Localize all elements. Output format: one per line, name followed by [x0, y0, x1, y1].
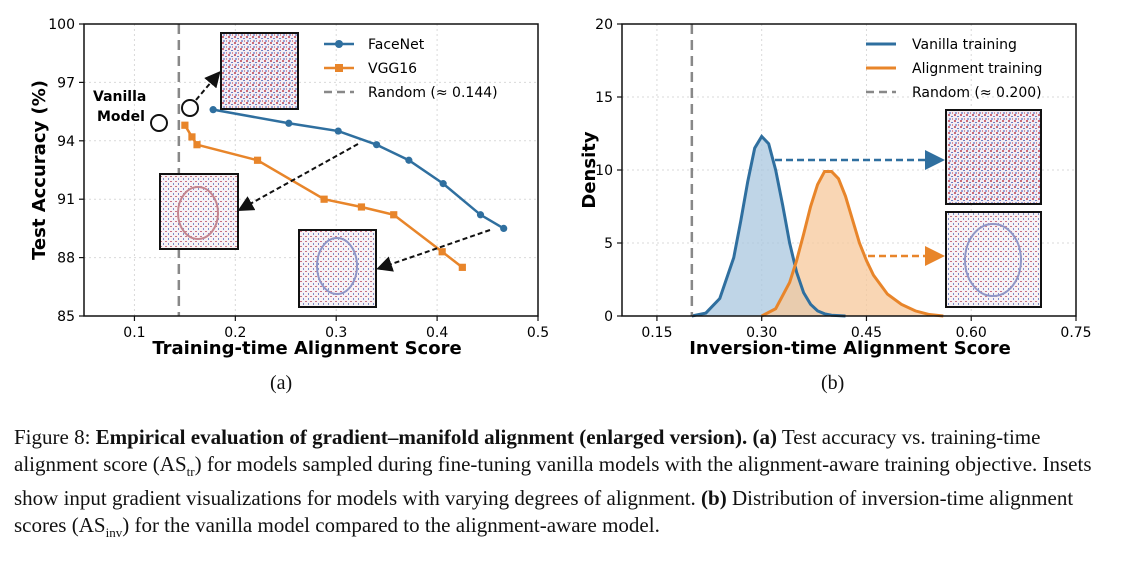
inset-vanilla-gradient [945, 109, 1042, 205]
vgg16-point [193, 141, 201, 149]
facenet-point [439, 180, 447, 188]
facenet-series-line [212, 108, 505, 230]
vgg16-point [320, 195, 328, 203]
caption-a-text1: Test accuracy vs. training-time alignmen… [14, 425, 1041, 476]
inset-alignment-gradient [945, 211, 1042, 308]
legend-random-a: Random (≈ 0.144) [368, 85, 498, 101]
b-ytick-label: 5 [604, 236, 613, 252]
vanilla-model-label: Vanilla [93, 89, 146, 105]
inset-arrow-bottom [376, 229, 491, 272]
inset-arrow-top [195, 70, 221, 101]
panel-a-legend: FaceNet VGG16 Random (≈ 0.144) [324, 37, 498, 101]
a-xtick-label: 0.1 [123, 325, 145, 341]
caption-figure-number: Figure 8: [14, 425, 91, 449]
inset-arrow-left [237, 143, 359, 211]
legend-vanilla-training: Vanilla training [912, 37, 1017, 53]
legend-vgg16: VGG16 [368, 61, 417, 77]
inset-gradient-left [159, 173, 239, 250]
caption-a-sub: tr [186, 464, 195, 480]
b-xtick-label: 0.30 [746, 325, 777, 341]
subfigure-label-b: (b) [821, 372, 845, 394]
subfigure-label-a: (a) [270, 372, 293, 394]
caption-b-tag: (b) [701, 486, 727, 511]
vgg16-point [438, 248, 446, 256]
caption-a-tag: (a) [752, 425, 777, 449]
panel-a-chart: 0.1 0.2 0.3 0.4 0.5 85 88 91 94 97 100 Training-ti… [29, 17, 549, 359]
caption-title: Empirical evaluation of gradient–manifol… [95, 425, 748, 449]
alignment-density-line [760, 169, 944, 318]
a-ytick-label: 88 [57, 251, 75, 267]
a-ytick-label: 100 [48, 17, 75, 33]
panel-b-ylabel: Density [579, 131, 600, 208]
caption-b-text2: ) for the vanilla model compared to the … [122, 513, 660, 538]
facenet-point [285, 119, 293, 127]
a-xtick-label: 0.4 [426, 325, 448, 341]
vgg16-point [458, 263, 466, 271]
b-xtick-label: 0.60 [956, 325, 987, 341]
caption-b-text1: Distribution of inversion-time alignment… [14, 486, 1074, 538]
panel-b-chart: 0.15 0.30 0.45 0.60 0.75 0 5 10 15 20 Inversion-t… [579, 17, 1092, 359]
vanilla-model-label-2: Model [97, 109, 145, 125]
facenet-point [476, 211, 485, 219]
legend-random-b: Random (≈ 0.200) [912, 85, 1042, 101]
facenet-point [500, 224, 508, 232]
panel-a-xlabel: Training-time Alignment Score [152, 338, 461, 359]
vgg16-point [253, 156, 262, 164]
vanilla-highlight-facenet [181, 99, 199, 117]
inset-gradient-bottom [298, 229, 377, 308]
caption-b-sub: inv [105, 525, 123, 541]
b-ytick-label: 15 [595, 90, 613, 106]
a-ytick-label: 94 [57, 134, 75, 150]
a-ytick-label: 91 [57, 192, 75, 208]
legend-facenet: FaceNet [368, 37, 425, 53]
a-ytick-label: 85 [57, 309, 75, 325]
a-xtick-label: 0.5 [527, 325, 549, 341]
vanilla-highlight-vgg [150, 114, 168, 132]
panel-a-plot-frame [83, 23, 539, 317]
a-xtick-label: 0.3 [325, 325, 347, 341]
a-xtick-label: 0.2 [224, 325, 246, 341]
inset-gradient-top [220, 32, 299, 110]
figure-caption: Figure 8: Empirical evaluation of gradie… [14, 424, 1118, 546]
b-xtick-label: 0.15 [641, 325, 672, 341]
b-xtick-label: 0.75 [1060, 325, 1091, 341]
panel-a-ylabel: Test Accuracy (%) [29, 80, 50, 260]
vgg16-point [357, 203, 366, 211]
facenet-point [405, 156, 413, 164]
vgg16-point [390, 211, 398, 219]
alignment-density-area [761, 171, 944, 316]
facenet-point [334, 127, 342, 135]
legend-alignment-training: Alignment training [912, 61, 1042, 77]
vanilla-density-line [691, 133, 846, 318]
b-ytick-label: 10 [595, 163, 613, 179]
panel-b-xlabel: Inversion-time Alignment Score [689, 338, 1011, 359]
a-ytick-label: 97 [57, 75, 75, 91]
panel-b-legend: Vanilla training Alignment training Rand… [866, 37, 1042, 101]
vgg16-point [181, 121, 189, 129]
b-ytick-label: 0 [604, 309, 613, 325]
facenet-point [372, 141, 381, 149]
caption-a-text2: ) for models sampled during fine-tuning … [14, 452, 1092, 511]
vgg16-point [188, 133, 196, 141]
b-xtick-label: 0.45 [851, 325, 882, 341]
facenet-point [209, 106, 217, 114]
b-ytick-label: 20 [595, 17, 613, 33]
